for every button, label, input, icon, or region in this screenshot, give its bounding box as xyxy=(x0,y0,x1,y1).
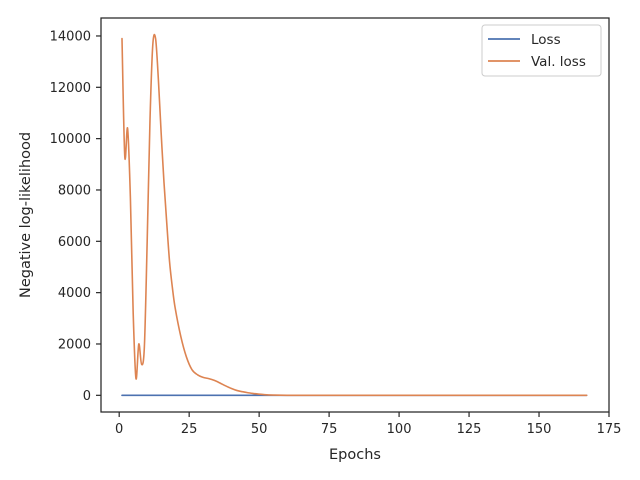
legend: Loss Val. loss xyxy=(481,24,602,77)
axis-ticks: 0 25 50 75 100 125 150 175 0 2000 4000 6000 8000 1000… xyxy=(50,29,622,437)
x-tick-label: 125 xyxy=(457,422,482,437)
y-axis-label: Negative log-likelihood xyxy=(18,132,34,298)
x-tick-label: 25 xyxy=(181,422,198,437)
y-tick-label: 12000 xyxy=(50,81,91,96)
x-tick-label: 50 xyxy=(251,422,268,437)
series-layer xyxy=(121,33,588,397)
y-tick-label: 8000 xyxy=(58,183,91,198)
y-tick-label: 6000 xyxy=(58,235,91,250)
x-tick-label: 75 xyxy=(321,422,338,437)
y-tick-label: 4000 xyxy=(58,286,91,301)
plot-frame xyxy=(100,17,610,413)
y-tick-label: 0 xyxy=(83,389,91,404)
legend-label-val-loss: Val. loss xyxy=(531,54,586,70)
x-tick-label: 0 xyxy=(115,422,123,437)
legend-box xyxy=(481,24,602,77)
y-tick-label: 10000 xyxy=(50,132,91,147)
x-tick-label: 100 xyxy=(387,422,412,437)
x-tick-label: 150 xyxy=(527,422,552,437)
series-line-val-loss xyxy=(121,33,588,397)
y-tick-label: 2000 xyxy=(58,337,91,352)
x-tick-label: 175 xyxy=(597,422,622,437)
x-axis-label: Epochs xyxy=(329,447,381,463)
legend-label-loss: Loss xyxy=(531,32,561,48)
y-tick-label: 14000 xyxy=(50,29,91,44)
